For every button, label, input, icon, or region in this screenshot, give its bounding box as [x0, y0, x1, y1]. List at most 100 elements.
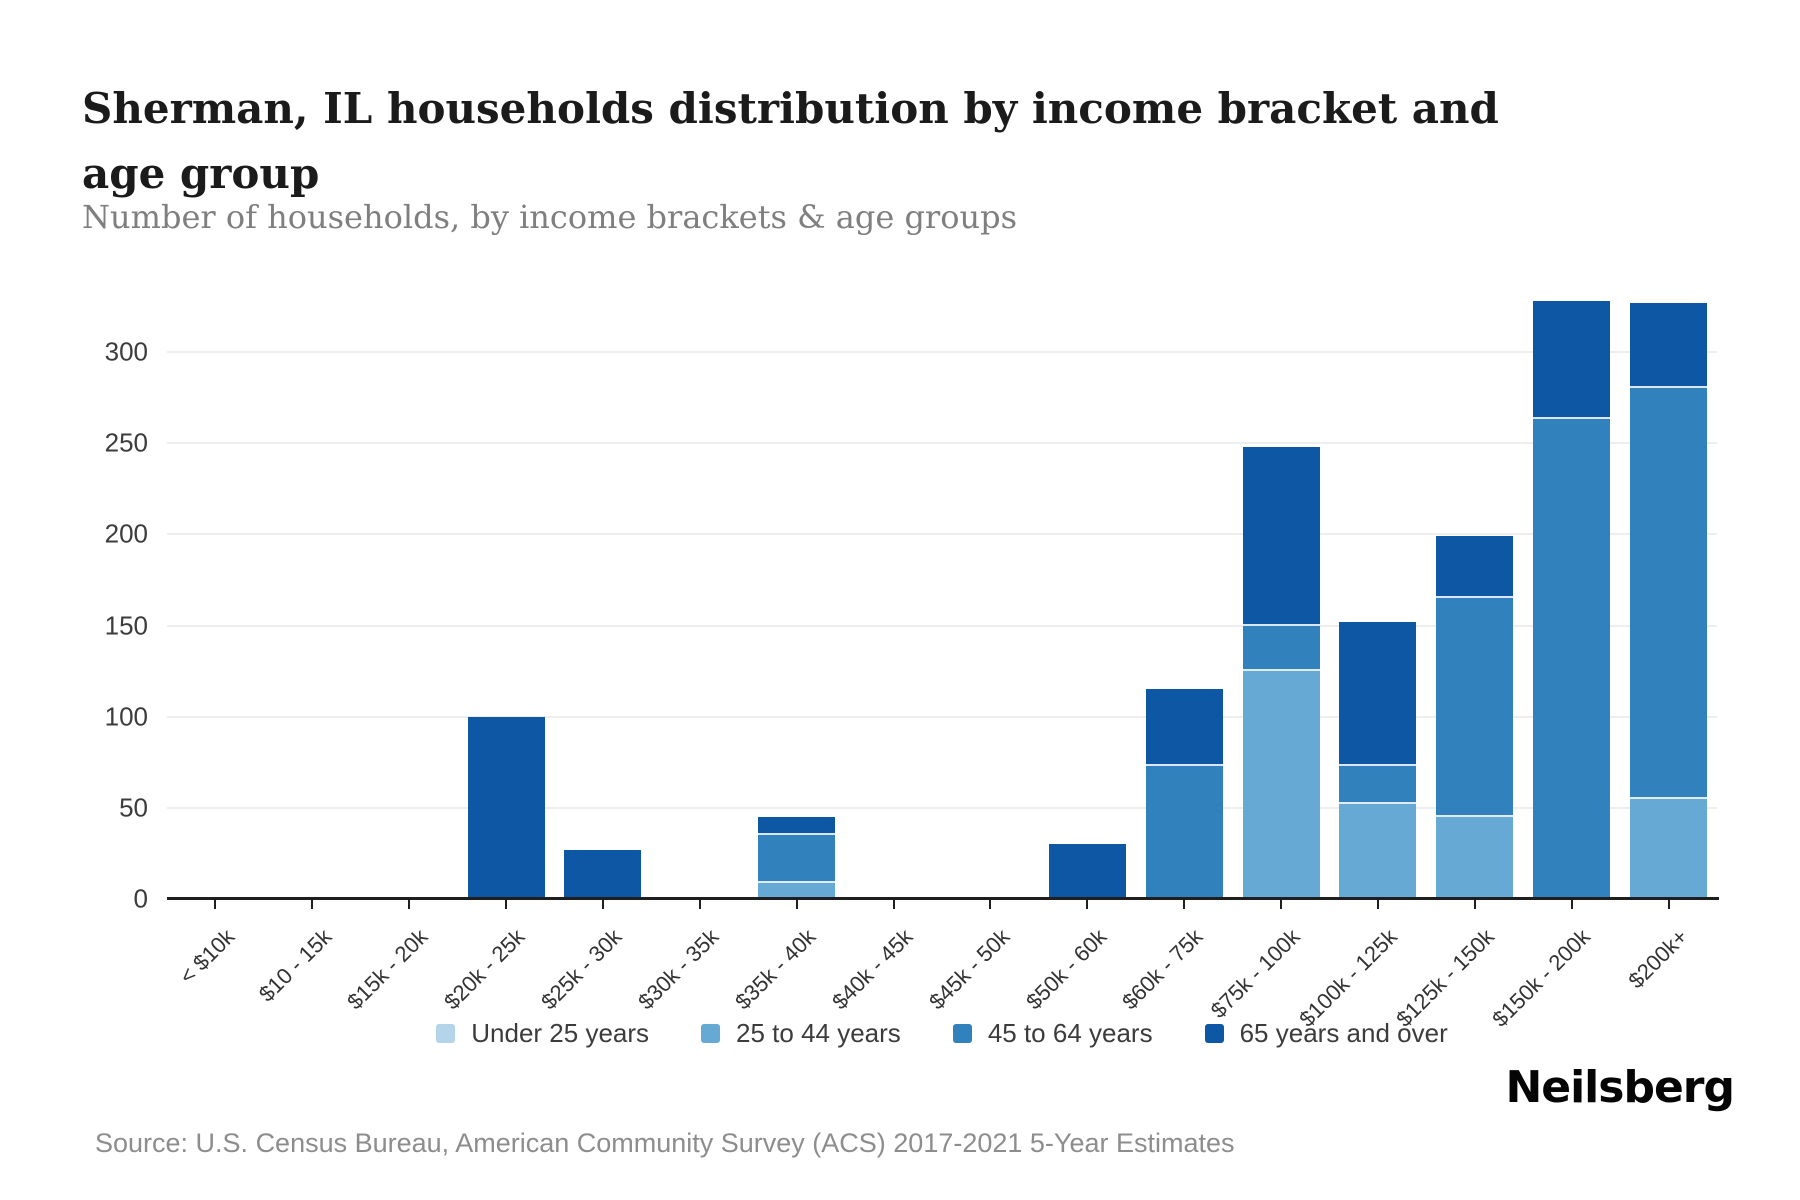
- bar--20k-25k: [467, 252, 545, 899]
- bar-segment-25-to-44-years[interactable]: [1242, 671, 1320, 899]
- bar-segment-25-to-44-years[interactable]: [1339, 804, 1417, 899]
- bar--45k-50k: [952, 252, 1029, 899]
- bar--200k+: [1630, 252, 1708, 899]
- x-tick: [601, 900, 604, 909]
- x-tick: [1473, 900, 1476, 909]
- bar-segment-65-years-and-over[interactable]: [758, 816, 836, 836]
- bar-segment-65-years-and-over[interactable]: [467, 716, 545, 899]
- x-axis-line: [167, 897, 1719, 900]
- legend-item-65-years-and-over[interactable]: 65 years and over: [1204, 1018, 1448, 1049]
- bar-segment-65-years-and-over[interactable]: [1145, 689, 1223, 766]
- bar--150k-200k: [1533, 252, 1611, 899]
- x-category-label: $35k - 40k: [730, 924, 821, 1015]
- x-category-label: $75k - 100k: [1205, 924, 1305, 1023]
- bar--60k-75k: [1145, 252, 1223, 899]
- y-tick-label-300: 300: [104, 336, 148, 367]
- bar--100k-125k: [1339, 252, 1417, 899]
- x-category-label: $15k - 20k: [342, 924, 433, 1015]
- bar--10k: [177, 252, 254, 899]
- bar-segment-45-to-64-years[interactable]: [1436, 598, 1514, 817]
- bar--75k-100k: [1242, 252, 1320, 899]
- chart-plot-area: [167, 250, 1717, 899]
- legend-swatch-icon: [701, 1024, 721, 1043]
- bar-segment-45-to-64-years[interactable]: [1533, 419, 1611, 899]
- x-tick: [1183, 900, 1186, 909]
- chart-legend: Under 25 years 25 to 44 years 45 to 64 yea…: [167, 1018, 1717, 1049]
- x-category-label: $25k - 30k: [536, 924, 627, 1015]
- bar--15k-20k: [371, 252, 448, 899]
- y-tick-label-50: 50: [119, 792, 148, 823]
- legend-swatch-icon: [1204, 1024, 1224, 1043]
- bar-segment-45-to-64-years[interactable]: [1630, 388, 1708, 799]
- x-tick: [1086, 900, 1089, 909]
- bar--30k-35k: [661, 252, 738, 899]
- x-category-label: $150k - 200k: [1487, 924, 1596, 1032]
- y-tick-label-250: 250: [104, 427, 148, 458]
- bar-segment-65-years-and-over[interactable]: [1630, 302, 1708, 389]
- bar--125k-150k: [1436, 252, 1514, 899]
- legend-label: 65 years and over: [1239, 1018, 1448, 1048]
- bar-segment-65-years-and-over[interactable]: [1339, 621, 1417, 766]
- x-tick: [1376, 900, 1379, 909]
- x-category-label: $40k - 45k: [826, 924, 918, 1015]
- bar-segment-25-to-44-years[interactable]: [1630, 798, 1708, 899]
- bar-segment-25-to-44-years[interactable]: [1436, 816, 1514, 899]
- bar--50k-60k: [1048, 252, 1126, 899]
- y-tick-label-200: 200: [104, 518, 148, 549]
- y-tick-label-0: 0: [133, 883, 148, 914]
- bar-segment-45-to-64-years[interactable]: [1339, 765, 1417, 805]
- legend-label: Under 25 years: [471, 1018, 650, 1048]
- x-tick: [1570, 900, 1573, 909]
- legend-item-under-25-years[interactable]: Under 25 years: [436, 1018, 649, 1049]
- gridline-200: [167, 533, 1717, 536]
- x-tick: [505, 900, 508, 909]
- neilsberg-logo: Neilsberg: [1505, 1062, 1735, 1113]
- y-tick-label-100: 100: [104, 701, 148, 732]
- chart-subtitle: Number of households, by income brackets…: [82, 198, 1017, 236]
- legend-swatch-icon: [952, 1024, 972, 1043]
- x-category-label: $125k - 150k: [1390, 924, 1499, 1032]
- legend-item-45-to-64-years[interactable]: 45 to 64 years: [952, 1018, 1153, 1049]
- bar-segment-65-years-and-over[interactable]: [564, 849, 642, 899]
- x-tick: [1667, 900, 1670, 909]
- x-category-label: < $10k: [174, 924, 240, 989]
- gridline-50: [167, 806, 1717, 809]
- x-category-label: $60k - 75k: [1117, 924, 1208, 1015]
- bar--25k-30k: [564, 252, 642, 899]
- bar-segment-65-years-and-over[interactable]: [1242, 446, 1320, 626]
- gridline-150: [167, 624, 1717, 627]
- x-tick: [698, 900, 701, 909]
- bar-segment-45-to-64-years[interactable]: [1242, 625, 1320, 672]
- bar--35k-40k: [758, 252, 836, 899]
- source-note: Source: U.S. Census Bureau, American Com…: [95, 1128, 1235, 1158]
- x-tick: [311, 900, 314, 909]
- legend-label: 45 to 64 years: [987, 1018, 1153, 1048]
- bar-segment-65-years-and-over[interactable]: [1533, 300, 1611, 420]
- y-tick-label-150: 150: [104, 610, 148, 640]
- gridline-250: [167, 442, 1717, 445]
- legend-label: 25 to 44 years: [736, 1018, 901, 1048]
- page-title: Sherman, IL households distribution by i…: [82, 84, 1499, 199]
- bar--10-15k: [274, 252, 351, 899]
- x-tick: [408, 900, 411, 909]
- x-tick: [214, 900, 217, 909]
- x-category-label: $10 - 15k: [253, 924, 336, 1007]
- bar--40k-45k: [855, 252, 932, 899]
- x-category-label: $200k+: [1623, 924, 1693, 994]
- gridline-100: [167, 715, 1717, 718]
- legend-swatch-icon: [436, 1024, 456, 1043]
- gridline-300: [167, 351, 1717, 353]
- x-category-label: $45k - 50k: [923, 924, 1015, 1015]
- bar-segment-65-years-and-over[interactable]: [1436, 536, 1514, 599]
- bar-segment-25-to-44-years[interactable]: [758, 882, 836, 899]
- x-category-label: $30k - 35k: [633, 924, 724, 1015]
- x-category-label: $20k - 25k: [439, 924, 530, 1015]
- x-tick: [989, 900, 992, 909]
- bar-segment-45-to-64-years[interactable]: [758, 835, 836, 883]
- x-category-label: $50k - 60k: [1020, 924, 1111, 1015]
- x-tick: [1280, 900, 1283, 909]
- x-category-label: $100k - 125k: [1293, 924, 1402, 1032]
- bar-segment-45-to-64-years[interactable]: [1145, 765, 1223, 899]
- bar-segment-65-years-and-over[interactable]: [1048, 844, 1126, 899]
- legend-item-25-to-44-years[interactable]: 25 to 44 years: [701, 1018, 901, 1049]
